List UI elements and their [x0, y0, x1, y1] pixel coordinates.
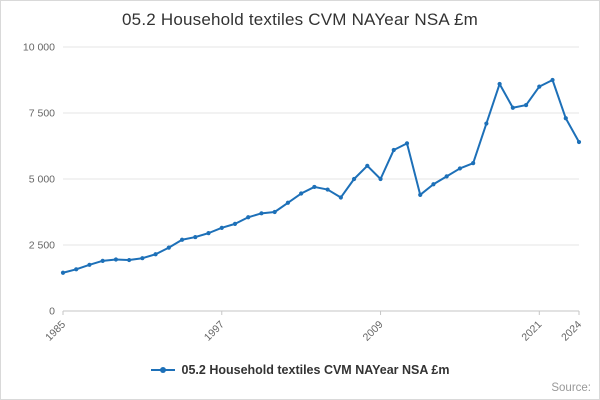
y-gridlines [63, 46, 579, 312]
svg-text:2009: 2009 [361, 319, 386, 344]
svg-text:2024: 2024 [559, 319, 584, 344]
source-label: Source: [551, 382, 591, 394]
y-axis-labels: 0 2 500 5 000 7 500 10 000 [23, 42, 55, 318]
svg-text:1997: 1997 [202, 319, 227, 344]
chart-title: 05.2 Household textiles CVM NAYear NSA £… [122, 10, 478, 29]
svg-text:2021: 2021 [519, 319, 544, 344]
x-axis-labels: 1985 1997 2009 2021 2024 [43, 311, 584, 344]
legend-label: 05.2 Household textiles CVM NAYear NSA £… [181, 363, 450, 377]
series-line [62, 79, 580, 274]
svg-text:0: 0 [49, 306, 55, 318]
svg-text:7 500: 7 500 [29, 108, 55, 120]
legend-item[interactable]: 05.2 Household textiles CVM NAYear NSA £… [1, 363, 599, 377]
legend-line-marker-icon [150, 365, 175, 375]
svg-text:10 000: 10 000 [23, 42, 55, 54]
svg-text:2 500: 2 500 [29, 240, 55, 252]
svg-text:1985: 1985 [43, 319, 68, 344]
svg-text:5 000: 5 000 [29, 174, 55, 186]
series-markers [60, 77, 582, 275]
